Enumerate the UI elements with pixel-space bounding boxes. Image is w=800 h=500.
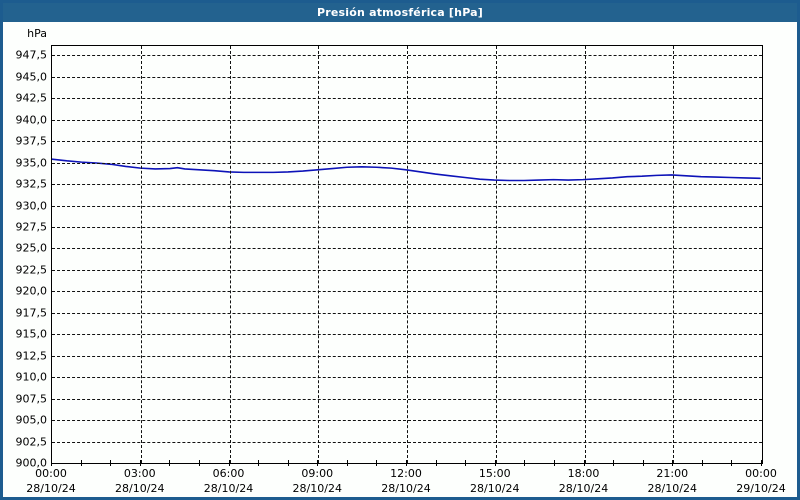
x-tick-date: 28/10/24: [647, 482, 697, 495]
x-axis-tick: [406, 460, 407, 466]
x-axis-tick: [553, 460, 555, 466]
gridline-vertical: [140, 46, 142, 463]
x-tick-label: 15:00 28/10/24: [470, 466, 519, 496]
x-tick-label: 18:00 28/10/24: [559, 466, 608, 496]
gridline-vertical: [407, 46, 408, 463]
x-tick-label: 21:00 28/10/24: [648, 466, 697, 496]
x-tick-time: 00:00: [745, 467, 777, 480]
y-tick-label: 915,0: [15, 327, 48, 341]
window-titlebar: Presión atmosférica [hPa]: [3, 3, 797, 22]
x-axis-labels: 00:00 28/10/24 03:00 28/10/24 06:00 28/10/24 0…: [26, 460, 786, 497]
x-tick-label: 00:00 29/10/24: [736, 466, 785, 496]
x-axis-tick: [287, 460, 289, 466]
pressure-series: [52, 158, 761, 182]
gridline-vertical: [584, 46, 586, 463]
x-tick-time: 09:00: [301, 467, 334, 480]
y-axis-title: hPa: [27, 27, 47, 40]
x-axis-tick: [583, 460, 585, 466]
x-tick-date: 28/10/24: [381, 482, 431, 495]
x-axis-tick: [228, 460, 230, 466]
x-axis-tick: [317, 460, 319, 466]
x-tick-date: 28/10/24: [203, 482, 254, 495]
y-tick-label: 900,0: [15, 456, 48, 470]
x-axis-tick: [435, 460, 437, 466]
x-tick-time: 18:00: [567, 467, 600, 480]
x-tick-label: 03:00 28/10/24: [115, 466, 164, 496]
x-tick-time: 00:00: [35, 467, 67, 480]
gridline-vertical: [318, 46, 320, 463]
x-axis-tick: [376, 460, 378, 466]
y-tick-label: 932,5: [15, 177, 48, 191]
x-tick-label: 09:00 28/10/24: [293, 466, 342, 496]
x-tick-date: 29/10/24: [736, 482, 786, 495]
plot-area: [51, 45, 763, 464]
y-tick-label: 927,5: [15, 220, 48, 234]
y-tick-label: 945,0: [15, 70, 48, 84]
gridline-vertical: [673, 46, 675, 463]
x-tick-date: 28/10/24: [26, 482, 76, 495]
x-axis-tick: [258, 460, 260, 466]
x-tick-time: 06:00: [212, 467, 245, 480]
y-tick-label: 905,0: [15, 413, 48, 427]
x-tick-label: 06:00 28/10/24: [204, 466, 253, 496]
y-tick-label: 922,5: [15, 263, 48, 277]
x-axis-tick: [761, 460, 762, 466]
y-tick-label: 920,0: [15, 284, 48, 298]
y-tick-label: 912,5: [15, 349, 48, 363]
x-axis-tick: [672, 460, 674, 466]
x-axis-tick: [110, 460, 112, 466]
x-tick-date: 28/10/24: [115, 482, 165, 495]
x-axis-tick: [494, 460, 496, 466]
x-axis-tick: [169, 460, 171, 466]
x-axis-tick: [613, 460, 615, 466]
x-axis-tick: [51, 460, 52, 466]
y-tick-label: 902,5: [15, 435, 48, 449]
x-axis-tick: [139, 460, 141, 466]
x-tick-time: 12:00: [390, 467, 422, 480]
x-axis-tick: [701, 460, 703, 466]
y-tick-label: 910,0: [15, 370, 48, 384]
chart-canvas: hPa 947,5 945,0 942,5 940,0 937,5 935,0 932,5 9…: [3, 22, 797, 497]
y-tick-label: 947,5: [15, 48, 48, 62]
gridline-vertical: [495, 46, 497, 463]
x-axis-tick: [80, 460, 82, 466]
x-tick-date: 28/10/24: [558, 482, 609, 495]
y-tick-label: 917,5: [15, 306, 48, 320]
y-tick-label: 925,0: [15, 241, 48, 255]
gridline-vertical: [229, 46, 231, 463]
x-tick-time: 03:00: [123, 467, 156, 480]
x-axis-tick: [198, 460, 200, 466]
y-tick-label: 942,5: [15, 91, 48, 105]
x-axis-tick: [524, 460, 526, 466]
x-tick-date: 28/10/24: [292, 482, 342, 495]
y-tick-label: 907,5: [15, 392, 48, 406]
y-tick-label: 930,0: [15, 199, 48, 213]
window-title: Presión atmosférica [hPa]: [316, 6, 484, 19]
y-tick-label: 940,0: [15, 113, 48, 127]
x-axis-tick: [346, 460, 348, 466]
x-tick-label: 00:00 28/10/24: [26, 466, 75, 496]
pressure-line: [52, 158, 761, 182]
x-tick-time: 21:00: [656, 467, 689, 480]
y-axis-labels: 947,5 945,0 942,5 940,0 937,5 935,0 932,5 930,0…: [3, 45, 48, 470]
x-tick-date: 28/10/24: [470, 482, 520, 495]
x-axis-tick: [465, 460, 467, 466]
y-tick-label: 937,5: [15, 134, 48, 148]
x-axis-tick: [642, 460, 644, 466]
x-axis-tick: [731, 460, 733, 466]
y-tick-label: 935,0: [15, 156, 48, 170]
x-tick-label: 12:00 28/10/24: [381, 466, 430, 496]
gridline-horizontal: [52, 463, 762, 464]
x-tick-time: 15:00: [478, 467, 511, 480]
